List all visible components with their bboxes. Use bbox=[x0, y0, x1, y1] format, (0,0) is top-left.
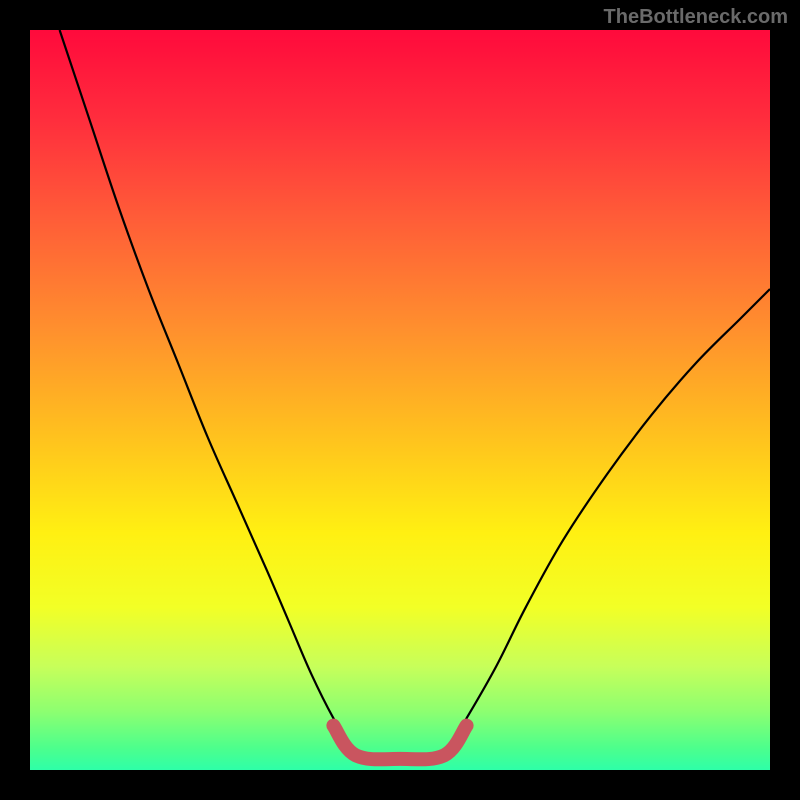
watermark-text: TheBottleneck.com bbox=[604, 6, 788, 29]
bottleneck-chart: TheBottleneck.com bbox=[0, 0, 800, 800]
chart-svg bbox=[0, 0, 800, 800]
plot-background bbox=[30, 30, 770, 770]
